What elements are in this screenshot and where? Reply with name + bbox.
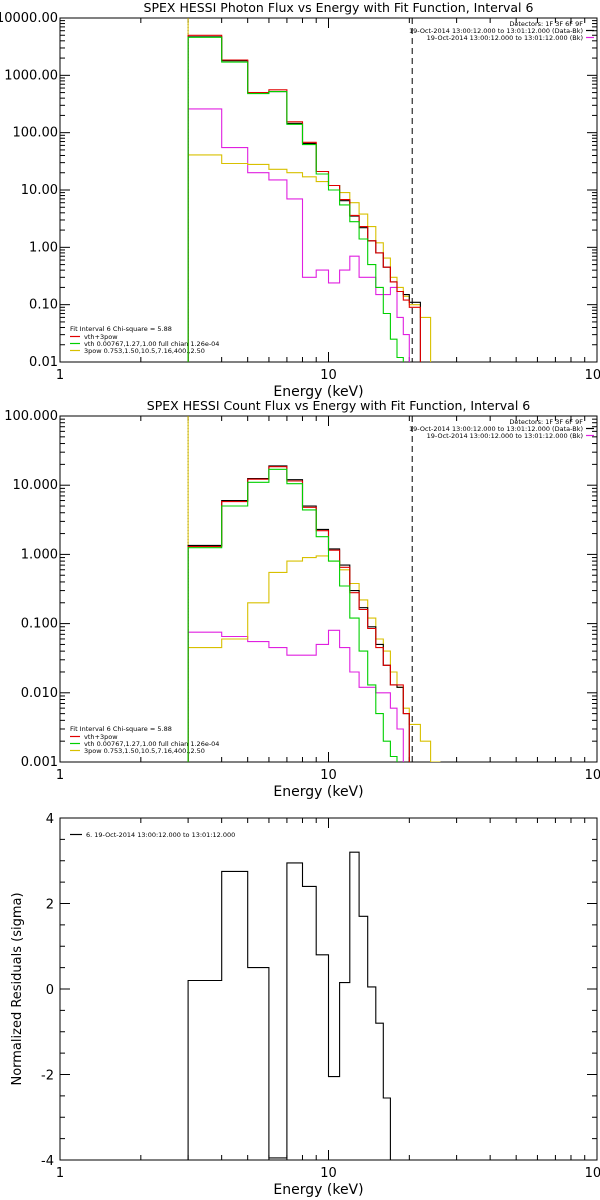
y-tick-label: 10.000 — [13, 478, 59, 493]
legend-entry: vth 0.00767,1.27,1.00 full chian 1.26e-0… — [84, 340, 219, 348]
y-tick-label: 1000.00 — [4, 68, 58, 83]
header-line-3: 19-Oct-2014 13:00:12.000 to 13:01:12.000… — [427, 34, 583, 42]
series-bk — [187, 108, 410, 362]
chart-title: SPEX HESSI Photon Flux vs Energy with Fi… — [144, 0, 534, 15]
y-tick-label: 100.000 — [4, 409, 58, 424]
panel-3: 1 10 100 Energy (keV) -4 -2 0 2 4 Normalized Resi… — [10, 812, 600, 1198]
x-axis-label: Energy (keV) — [273, 1182, 363, 1198]
y-tick-label: -2 — [41, 1069, 54, 1084]
legend-entry: 3pow 0.753,1.50,10.5,7.16,400.,2.50 — [84, 347, 205, 355]
y-tick-label: 100.00 — [13, 126, 59, 141]
y-tick-label: 0.10 — [29, 298, 58, 313]
y-tick-label: 0.01 — [29, 355, 58, 370]
y-tick-label: 0.100 — [21, 617, 58, 632]
x-tick-label: 10 — [320, 1166, 337, 1181]
x-tick-label: 1 — [56, 1166, 64, 1181]
plot-frame — [59, 415, 598, 763]
data-series-group — [187, 851, 391, 1160]
y-tick-label: 10.00 — [21, 183, 58, 198]
series-3pow — [187, 154, 432, 362]
y-tick-label: 1.00 — [29, 240, 58, 255]
legend-entry: 3pow 0.753,1.50,10.5,7.16,400.,2.50 — [84, 747, 205, 755]
legend-entry: vth 0.00767,1.27,1.00 full chian 1.26e-0… — [84, 740, 219, 748]
panel-2: SPEX HESSI Count Flux vs Energy with Fit… — [4, 398, 600, 800]
x-tick-label: 100 — [585, 368, 600, 383]
y-axis-label: Normalized Residuals (sigma) — [10, 892, 25, 1085]
y-tick-label: 10000.00 — [0, 11, 58, 26]
series-vth-3pow — [187, 34, 421, 362]
legend-entry: vth+3pow — [84, 333, 118, 341]
x-tick-label: 1 — [56, 368, 64, 383]
y-tick-label: 0 — [46, 983, 54, 998]
series-vth — [187, 468, 398, 762]
x-tick-label: 100 — [585, 768, 600, 783]
header-line-1: Detectors: 1F 3F 6F 9F — [509, 418, 583, 426]
y-tick-label: 4 — [46, 812, 54, 827]
legend-entry: 6. 19-Oct-2014 13:00:12.000 to 13:01:12.… — [86, 831, 235, 839]
header-line-2: 19-Oct-2014 13:00:12.000 to 13:01:12.000… — [409, 425, 583, 433]
header-line-2: 19-Oct-2014 13:00:12.000 to 13:01:12.000… — [409, 27, 583, 35]
data-series-group — [187, 34, 432, 362]
x-axis-label: Energy (keV) — [273, 384, 363, 400]
x-tick-label: 10 — [320, 768, 337, 783]
legend-entry: vth+3pow — [84, 733, 118, 741]
series-data-bk — [187, 36, 421, 362]
legend-title: Fit Interval 6 Chi-square = 5.88 — [70, 725, 172, 733]
data-series-group — [187, 465, 441, 762]
y-tick-label: -4 — [41, 1154, 54, 1169]
series-residuals — [187, 851, 391, 1160]
series-3pow — [187, 555, 441, 762]
chart-title: SPEX HESSI Count Flux vs Energy with Fit… — [147, 398, 530, 413]
x-tick-label: 10 — [320, 368, 337, 383]
legend-title: Fit Interval 6 Chi-square = 5.88 — [70, 325, 172, 333]
y-tick-label: 0.001 — [21, 755, 58, 770]
x-axis-label: Energy (keV) — [273, 784, 363, 800]
x-tick-label: 1 — [56, 768, 64, 783]
header-line-1: Detectors: 1F 3F 6F 9F — [509, 20, 583, 28]
y-tick-label: 1.000 — [21, 547, 58, 562]
header-line-3: 19-Oct-2014 13:00:12.000 to 13:01:12.000… — [427, 432, 583, 440]
y-tick-label: 2 — [46, 898, 54, 913]
y-tick-label: 0.010 — [21, 686, 58, 701]
series-bk — [187, 629, 404, 762]
panel-1: SPEX HESSI Photon Flux vs Energy with Fi… — [0, 0, 600, 400]
series-vth — [187, 36, 404, 362]
x-tick-label: 100 — [585, 1166, 600, 1181]
